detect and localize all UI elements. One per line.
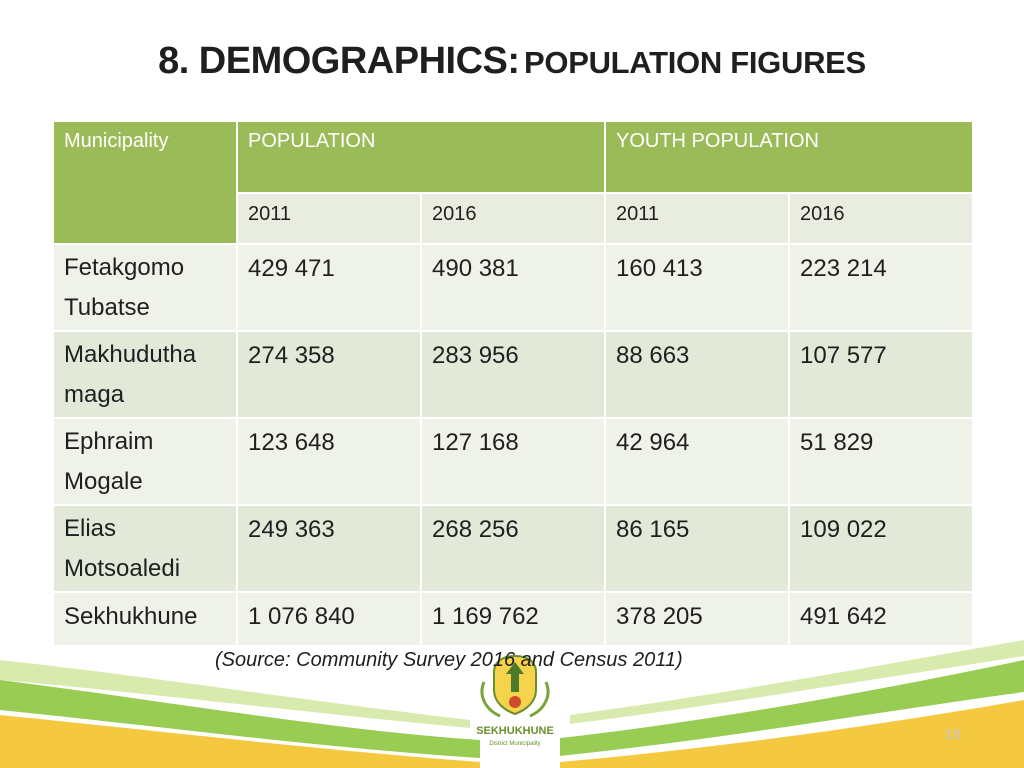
slide-title: 8. DEMOGRAPHICS: POPULATION FIGURES (0, 40, 1024, 83)
youth-2016: 109 022 (788, 504, 974, 593)
header-year: 2016 (420, 192, 606, 245)
table-row: Elias Motsoaledi 249 363 268 256 86 165 … (52, 504, 974, 593)
youth-2016: 51 829 (788, 417, 974, 506)
swoosh-green-left (0, 680, 480, 758)
header-year: 2011 (604, 192, 790, 245)
header-municipality: Municipality (52, 120, 238, 245)
logo-name: SEKHUKHUNE (476, 725, 554, 737)
table-row: Sekhukhune 1 076 840 1 169 762 378 205 4… (52, 591, 974, 647)
municipality-name: Sekhukhune (52, 591, 238, 647)
table-row: Makhudutha maga 274 358 283 956 88 663 1… (52, 330, 974, 419)
source-note: (Source: Community Survey 2016 and Censu… (215, 649, 683, 671)
population-2016: 1 169 762 (420, 591, 606, 647)
table-row: Ephraim Mogale 123 648 127 168 42 964 51… (52, 417, 974, 506)
population-2016: 127 168 (420, 417, 606, 506)
page-number: 18 (944, 726, 961, 743)
youth-2011: 88 663 (604, 330, 790, 419)
youth-2016: 107 577 (788, 330, 974, 419)
youth-2011: 160 413 (604, 243, 790, 332)
header-year: 2011 (236, 192, 422, 245)
population-2016: 283 956 (420, 330, 606, 419)
municipality-name: Ephraim Mogale (52, 417, 238, 506)
population-2011: 429 471 (236, 243, 422, 332)
population-2011: 1 076 840 (236, 591, 422, 647)
population-2016: 490 381 (420, 243, 606, 332)
municipality-name: Fetakgomo Tubatse (52, 243, 238, 332)
population-2016: 268 256 (420, 504, 606, 593)
swoosh-light-right (570, 640, 1024, 724)
municipality-name: Makhudutha maga (52, 330, 238, 419)
population-2011: 249 363 (236, 504, 422, 593)
swoosh-green-right (560, 660, 1024, 756)
youth-2011: 42 964 (604, 417, 790, 506)
youth-2011: 86 165 (604, 504, 790, 593)
population-table: Municipality POPULATION YOUTH POPULATION… (52, 120, 974, 647)
sekhukhune-logo: SEKHUKHUNE District Municipality (476, 654, 554, 747)
decorative-swoosh (0, 640, 1024, 768)
swoosh-yellow-left (0, 715, 480, 768)
population-2011: 123 648 (236, 417, 422, 506)
youth-2011: 378 205 (604, 591, 790, 647)
municipality-name: Elias Motsoaledi (52, 504, 238, 593)
header-population: POPULATION (236, 120, 606, 194)
logo-subtitle: District Municipality (489, 741, 540, 747)
swoosh-yellow-right (560, 700, 1024, 768)
youth-2016: 491 642 (788, 591, 974, 647)
header-youth-population: YOUTH POPULATION (604, 120, 974, 194)
title-sub: POPULATION FIGURES (524, 45, 866, 80)
population-2011: 274 358 (236, 330, 422, 419)
table-row: Fetakgomo Tubatse 429 471 490 381 160 41… (52, 243, 974, 332)
header-year: 2016 (788, 192, 974, 245)
title-main: 8. DEMOGRAPHICS: (158, 40, 520, 82)
youth-2016: 223 214 (788, 243, 974, 332)
swoosh-light-left (0, 660, 470, 728)
